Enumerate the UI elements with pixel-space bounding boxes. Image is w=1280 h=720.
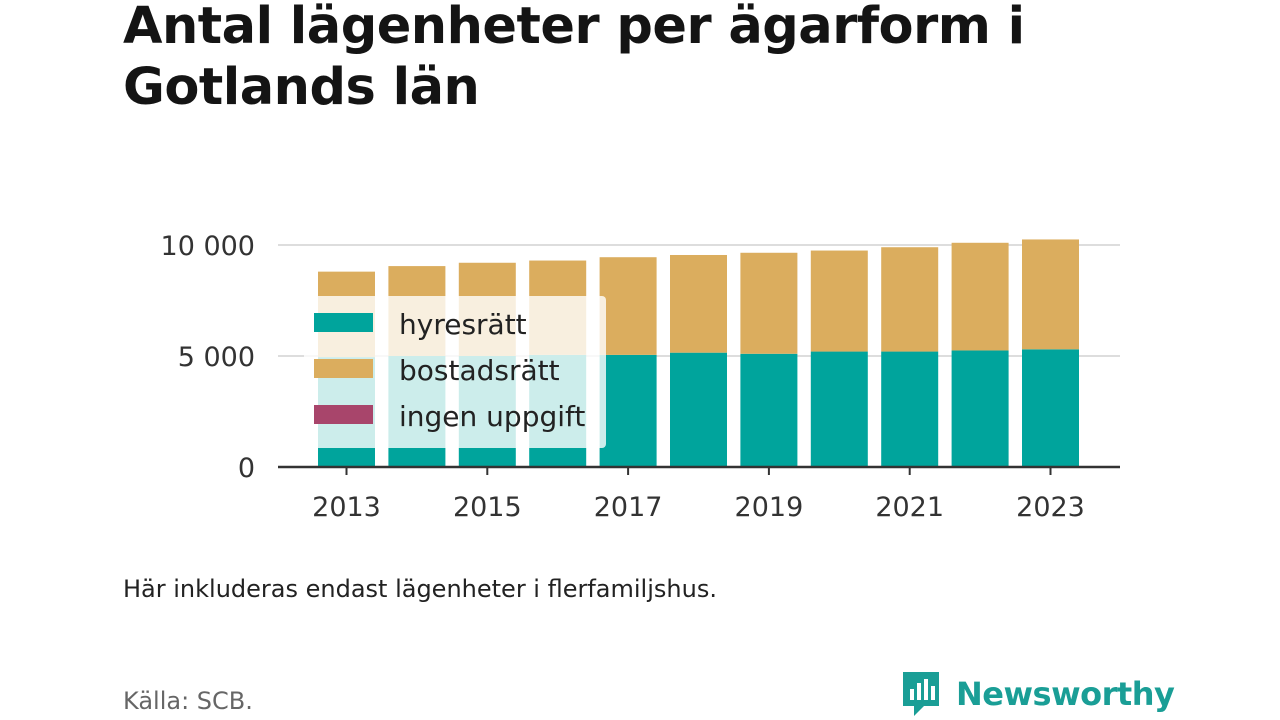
legend-swatch [314,313,373,332]
x-tick-label: 2021 [875,492,944,523]
legend-swatch [314,405,373,424]
x-tick-label: 2017 [594,492,663,523]
bar-segment [951,242,1009,351]
x-tick-label: 2023 [1016,492,1085,523]
bar-segment [1022,349,1079,467]
bar-segment [599,354,657,467]
legend-label: ingen uppgift [399,400,585,433]
chart-note: Här inkluderas endast lägenheter i flerf… [123,575,717,603]
newsworthy-logo-icon [903,672,939,716]
x-tick-label: 2013 [312,492,381,523]
brand-name: Newsworthy [956,675,1175,713]
chart-title: Antal lägenheter per ägarform i Gotlands… [123,0,1025,117]
bar-segment [599,257,657,355]
bar-segment [740,353,798,467]
bar-segment [810,250,868,352]
bar-segment [740,252,798,354]
bar-segment [881,247,939,352]
bar-segment [810,351,868,467]
y-tick-label: 0 [238,453,255,484]
bar-segment [881,351,939,467]
bar-segment [951,350,1009,467]
legend-swatch [314,359,373,378]
legend-label: hyresrätt [399,308,527,341]
source-note: Källa: SCB. [123,687,253,715]
y-tick-label: 5 000 [178,342,255,373]
legend: hyresrätt bostadsrätt ingen uppgift [304,296,606,448]
bar-segment [670,352,727,467]
x-tick-label: 2019 [735,492,804,523]
x-tick-label: 2015 [453,492,522,523]
bar-segment [670,254,727,353]
bar-segment [1022,239,1079,350]
y-tick-label: 10 000 [161,231,255,262]
legend-label: bostadsrätt [399,354,560,387]
legend-box [304,296,606,448]
brand-logo: Newsworthy [900,668,1175,720]
axes: 0 5 000 10 000 2013 2015 2017 2019 2021 2023 [161,231,1120,523]
